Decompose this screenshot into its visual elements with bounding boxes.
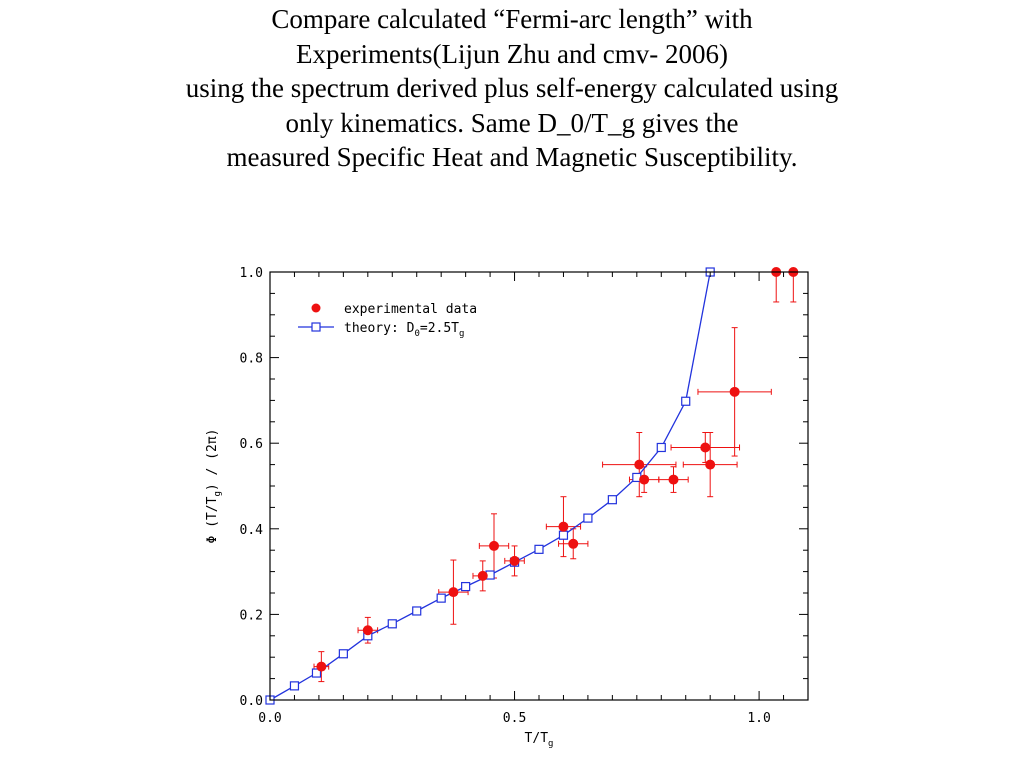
x-tick-label: 0.0 [258, 711, 281, 726]
legend-theory-label: theory: D0=2.5Tg [344, 321, 464, 339]
experimental-point [639, 474, 650, 485]
theory-point [311, 668, 322, 678]
title-line: Compare calculated “Fermi-arc length” wi… [271, 4, 753, 34]
theory-point [583, 513, 593, 523]
y-tick-label: 0.8 [240, 352, 263, 367]
theory-point [436, 593, 446, 603]
title-line: only kinematics. Same D_0/T_g gives the [285, 107, 739, 138]
theory-point [607, 495, 617, 505]
experimental-point [448, 587, 459, 598]
theory-point [289, 681, 300, 691]
experimental-point [362, 625, 373, 636]
legend-experimental-label: experimental data [344, 302, 477, 317]
theory-series-layer [265, 267, 715, 705]
y-tick-label: 0.0 [240, 694, 263, 709]
y-tick-label: 1.0 [240, 266, 263, 281]
experimental-point [700, 442, 711, 453]
title-line: using the spectrum derived plus self-ene… [185, 73, 839, 103]
theory-point [558, 530, 569, 540]
y-tick-label: 0.2 [240, 608, 263, 623]
experimental-point [509, 555, 520, 566]
theory-point [534, 544, 544, 554]
experimental-point [489, 540, 500, 551]
slide-title: Compare calculated “Fermi-arc length” wi… [0, 0, 1024, 198]
legend-theory-marker [311, 322, 321, 332]
theory-point [338, 649, 348, 659]
y-tick-label: 0.6 [240, 437, 263, 452]
plot-frame [269, 271, 809, 701]
experimental-point [729, 386, 740, 397]
axis-ticks [269, 271, 809, 701]
title-line: measured Specific Heat and Magnetic Susc… [226, 142, 798, 172]
title-line: Experiments(Lijun Zhu and cmv- 2006) [296, 38, 728, 69]
tick-labels: 0.0 0.5 1.0 0.0 0.2 0.4 0.6 0.8 1.0 [240, 266, 771, 726]
experimental-point [568, 538, 579, 549]
legend-experimental-marker [311, 303, 321, 313]
y-tick-label: 0.4 [240, 523, 264, 538]
x-tick-label: 0.5 [503, 711, 526, 726]
experimental-point [558, 521, 569, 532]
y-axis-label: Φ (T/Tg) / (2π) [205, 428, 223, 543]
theory-point [387, 619, 397, 629]
legend: experimental data theory: D0=2.5Tg [298, 302, 477, 339]
experimental-point [316, 661, 327, 672]
x-axis-label: T/Tg [525, 731, 554, 749]
experimental-point [477, 570, 488, 581]
theory-point [681, 396, 691, 406]
theory-point [656, 442, 666, 453]
x-tick-label: 1.0 [747, 711, 770, 726]
experimental-point [634, 459, 645, 470]
theory-point [412, 606, 422, 616]
theory-point [461, 581, 471, 592]
experimental-point [668, 474, 679, 485]
experimental-series-layer [316, 267, 799, 672]
experimental-point [705, 459, 716, 470]
